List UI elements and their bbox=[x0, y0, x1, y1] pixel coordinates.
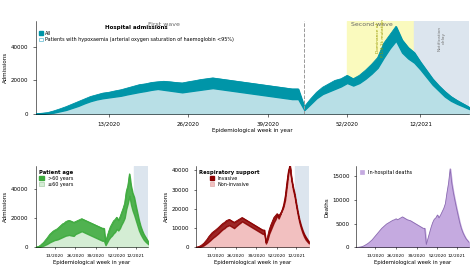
Legend: >60 years, ≤60 years: >60 years, ≤60 years bbox=[38, 169, 74, 188]
Bar bbox=[347, 21, 414, 114]
Text: First wave: First wave bbox=[148, 22, 180, 27]
Bar bbox=[414, 21, 469, 114]
X-axis label: Epidemiological week in year: Epidemiological week in year bbox=[54, 260, 131, 265]
Legend: All, Patients with hypoxaemia (arterial oxygen saturation of haemoglobin <95%): All, Patients with hypoxaemia (arterial … bbox=[38, 24, 235, 43]
Legend: In-hospital deaths: In-hospital deaths bbox=[359, 169, 413, 176]
X-axis label: Epidemiological week in year: Epidemiological week in year bbox=[214, 260, 291, 265]
Bar bbox=[294, 167, 309, 247]
Y-axis label: Admissions: Admissions bbox=[3, 52, 8, 83]
Legend: Invasive, Non-invasive: Invasive, Non-invasive bbox=[198, 169, 261, 188]
Text: Second wave: Second wave bbox=[351, 22, 392, 27]
Y-axis label: Deaths: Deaths bbox=[324, 197, 329, 217]
Text: Notification
delay: Notification delay bbox=[438, 26, 446, 51]
Y-axis label: Admissions: Admissions bbox=[164, 191, 169, 222]
X-axis label: Epidemiological week in year: Epidemiological week in year bbox=[212, 128, 293, 133]
Bar bbox=[134, 167, 148, 247]
Y-axis label: Admissions: Admissions bbox=[3, 191, 9, 222]
Text: Dominance of
P.1/4.1k mutation: Dominance of P.1/4.1k mutation bbox=[376, 19, 385, 57]
X-axis label: Epidemiological week in year: Epidemiological week in year bbox=[374, 260, 451, 265]
